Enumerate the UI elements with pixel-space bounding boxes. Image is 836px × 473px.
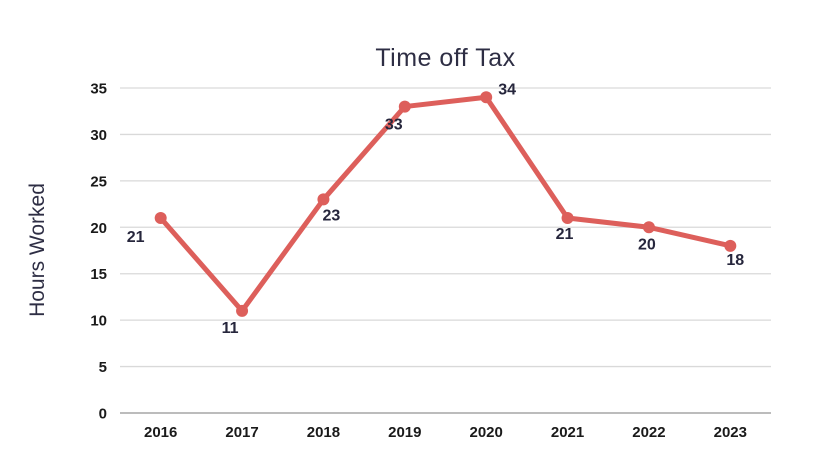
x-tick-label: 2022	[632, 424, 665, 441]
data-point-marker	[398, 100, 411, 113]
y-tick-label: 35	[90, 81, 107, 98]
data-point-marker	[317, 193, 330, 206]
data-point-label: 33	[385, 117, 403, 134]
x-tick-label: 2019	[388, 424, 421, 441]
data-point-label: 34	[498, 81, 516, 98]
x-tick-label: 2016	[144, 424, 177, 441]
data-point-label: 21	[127, 229, 145, 246]
data-point-label: 18	[726, 252, 744, 269]
data-point-marker	[561, 212, 574, 224]
x-tick-label: 2023	[714, 424, 747, 441]
chart-title: Time off Tax	[375, 44, 516, 72]
y-tick-label: 10	[90, 313, 107, 330]
data-point-marker	[480, 91, 493, 104]
y-tick-label: 25	[90, 173, 107, 190]
x-tick-label: 2018	[307, 424, 340, 441]
data-point-marker	[154, 212, 167, 224]
x-tick-label: 2017	[225, 424, 258, 441]
data-point-marker	[236, 304, 249, 317]
series-line	[158, 94, 733, 314]
y-tick-label: 20	[90, 220, 107, 237]
data-point-label: 23	[323, 207, 341, 224]
data-point-marker	[724, 239, 737, 252]
x-tick-label: 2021	[551, 424, 584, 441]
data-point-label: 21	[556, 226, 574, 243]
data-point-label: 11	[222, 320, 239, 337]
data-point-label: 20	[638, 236, 656, 253]
y-tick-label: 0	[99, 406, 107, 423]
data-point-marker	[642, 221, 655, 234]
y-tick-label: 30	[90, 127, 107, 144]
y-tick-label: 5	[99, 359, 107, 376]
x-tick-label: 2020	[470, 424, 503, 441]
y-tick-label: 15	[90, 266, 107, 283]
